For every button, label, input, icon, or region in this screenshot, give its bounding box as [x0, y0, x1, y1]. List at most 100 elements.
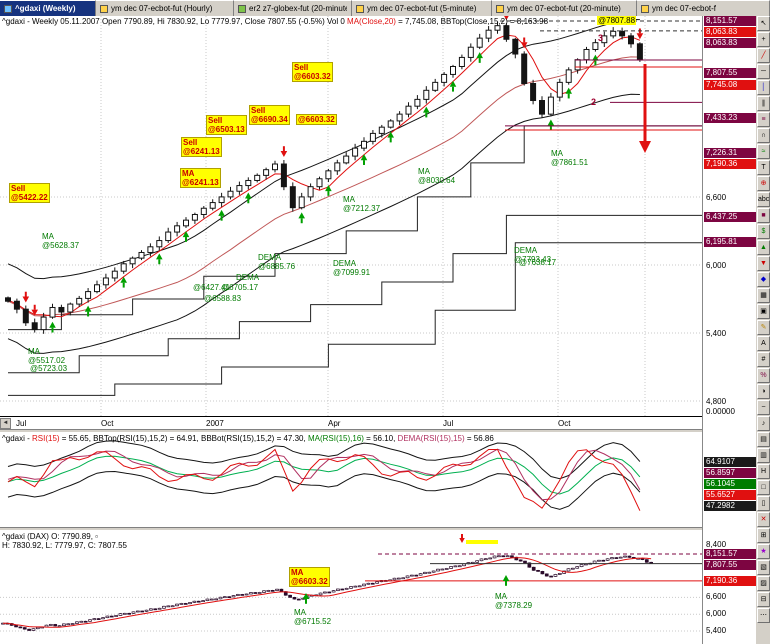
chart-tab-icon [496, 4, 504, 13]
color-swatch-icon[interactable]: ■ [757, 208, 770, 223]
y-axis-tick: 5,400 [706, 329, 727, 338]
y-axis-tick: 6,000 [706, 261, 727, 270]
chart-tab-label: ^gdaxi (Weekly) [15, 4, 76, 13]
bottom-price-label: 7,807.55 [704, 560, 756, 570]
chart-tab-bar: ^gdaxi (Weekly) ym dec 07-ecbot-fut (Hour… [0, 0, 770, 16]
bottom-price-label: 6,000 [706, 609, 727, 618]
price-level-label: 8,151.57 [704, 16, 756, 26]
y-axis-tick: 4,800 [706, 397, 727, 406]
time-axis-label: Oct [101, 419, 114, 428]
minus-box-tool-icon[interactable]: ⊟ [757, 592, 770, 607]
price-level-label: 8,063.83 [704, 38, 756, 48]
panel-separator-1[interactable] [0, 429, 755, 433]
percent-tool-icon[interactable]: % [757, 368, 770, 383]
axis-scroll-button[interactable]: ◄ [0, 418, 11, 429]
chart-tab-label: ym dec 07-ecbot-fut (20-minute) [507, 4, 621, 13]
contrast-tool-icon[interactable]: ◑ [757, 384, 770, 399]
abc-label-tool-icon[interactable]: abc [757, 192, 770, 207]
price-level-label: 6,437.25 [704, 212, 756, 222]
bottom-chart-canvas[interactable] [0, 531, 702, 644]
chart-tab-4[interactable]: ym dec 07-ecbot-fut (5-minute) [352, 0, 492, 16]
smooth-tool-icon[interactable]: ~ [757, 400, 770, 415]
target-tool-icon[interactable]: ⊕ [757, 176, 770, 191]
rsi-value-label: 64.9107 [704, 457, 756, 467]
chart-tab-icon [641, 4, 649, 13]
bottom-price-label: 8,151.57 [704, 549, 756, 559]
arc-tool-icon[interactable]: ∩ [757, 128, 770, 143]
time-axis-label: Oct [558, 419, 571, 428]
delete-tool-icon[interactable]: ✕ [757, 512, 770, 527]
dollar-tool-icon[interactable]: $ [757, 224, 770, 239]
letter-tool-icon[interactable]: A [757, 336, 770, 351]
rsi-value-label: 47.2982 [704, 501, 756, 511]
chart-tab-icon [100, 4, 108, 13]
chart-area: ^gdaxi - Weekly 05.11.2007 Open 7790.89,… [0, 16, 756, 644]
sell-marker-tool-icon[interactable]: ▼ [757, 256, 770, 271]
columns-tool-icon[interactable]: ▥ [757, 448, 770, 463]
bottom-price-label: 5,400 [706, 626, 727, 635]
diamond-marker-tool-icon[interactable]: ◆ [757, 272, 770, 287]
chart-tab-label: ym dec 07-ecbot-f [652, 4, 717, 13]
chart-tab-2[interactable]: ym dec 07-ecbot-fut (Hourly) [96, 0, 234, 16]
chart-tab-3[interactable]: er2 z7-globex-fut (20-minute) [234, 0, 352, 16]
vertical-line-tool-icon[interactable]: │ [757, 80, 770, 95]
rsi-panel-canvas[interactable] [0, 433, 702, 527]
chart-tab-label: ym dec 07-ecbot-fut (Hourly) [111, 4, 213, 13]
chart-tab-icon [356, 4, 364, 13]
alert-sound-tool-icon[interactable]: ♪ [757, 416, 770, 431]
pointer-tool-icon[interactable]: ↖ [757, 16, 770, 31]
bottom-price-label: 8,400 [706, 540, 727, 549]
window-tool-icon[interactable]: ⊞ [757, 528, 770, 543]
grid-tool-icon[interactable]: ▦ [757, 288, 770, 303]
horizontal-line-tool-icon[interactable]: ─ [757, 64, 770, 79]
time-axis-label: 2007 [206, 419, 224, 428]
price-axis-column: 8,151.57 8,063.83 8,063.83 7,807.55 7,745.08… [702, 16, 756, 644]
text-tool-icon[interactable]: T [757, 160, 770, 175]
trendline-tool-icon[interactable]: ╱ [757, 48, 770, 63]
rows-tool-icon[interactable]: ▤ [757, 432, 770, 447]
hatch-tool-icon[interactable]: ▧ [757, 560, 770, 575]
hatch2-tool-icon[interactable]: ▨ [757, 576, 770, 591]
chart-tab-label: ym dec 07-ecbot-fut (5-minute) [367, 4, 477, 13]
chart-tab-icon [238, 4, 246, 13]
rectangle-tool-icon[interactable]: ▯ [757, 496, 770, 511]
time-axis-label: Jul [16, 419, 27, 428]
bottom-price-label: 6,600 [706, 592, 727, 601]
chart-tab-1[interactable]: ^gdaxi (Weekly) [0, 0, 96, 16]
snapshot-tool-icon[interactable]: ▣ [757, 304, 770, 319]
price-level-label: 6,195.81 [704, 237, 756, 247]
price-level-label: 8,063.83 [704, 27, 756, 37]
rsi-value-label: 56.1045 [704, 479, 756, 489]
price-level-label: 7,807.55 [704, 68, 756, 78]
price-level-label: 7,745.08 [704, 80, 756, 90]
number-tool-icon[interactable]: # [757, 352, 770, 367]
time-axis-label: Apr [328, 419, 341, 428]
buy-marker-tool-icon[interactable]: ▲ [757, 240, 770, 255]
chart-tab-5[interactable]: ym dec 07-ecbot-fut (20-minute) [492, 0, 637, 16]
main-price-chart-canvas[interactable] [0, 16, 702, 416]
price-level-label: 7,226.31 [704, 148, 756, 158]
star-tool-icon[interactable]: ★ [757, 544, 770, 559]
crosshair-tool-icon[interactable]: + [757, 32, 770, 47]
main-time-axis: Jul Oct 2007 Apr Jul Oct ◄ [0, 416, 702, 430]
drawing-toolbar: ↖ + ╱ ─ │ ∥ ≡ ∩ ≈ T ⊕ abc ■ $ ▲ ▼ ◆ ▦ ▣ ✎ A #% ◑ ~ ♪ ▤ ▥ H □ ▯ ✕ ⊞ ★ ▧ ▨ ⊟ ⋯ [755, 16, 770, 644]
square-tool-icon[interactable]: □ [757, 480, 770, 495]
time-axis-label: Jul [443, 419, 454, 428]
pencil-tool-icon[interactable]: ✎ [757, 320, 770, 335]
y-axis-tick: 0.00000 [706, 407, 735, 416]
more-tools-icon[interactable]: ⋯ [757, 608, 770, 623]
price-level-label: 7,190.36 [704, 159, 756, 169]
rsi-value-label: 56.8597 [704, 468, 756, 478]
chart-tab-6[interactable]: ym dec 07-ecbot-f [637, 0, 770, 16]
levels-tool-icon[interactable]: H [757, 464, 770, 479]
price-level-label: 7,433.23 [704, 113, 756, 123]
parallel-lines-tool-icon[interactable]: ∥ [757, 96, 770, 111]
chart-tab-label: er2 z7-globex-fut (20-minute) [249, 4, 347, 13]
y-axis-tick: 6,600 [706, 193, 727, 202]
fibonacci-tool-icon[interactable]: ≡ [757, 112, 770, 127]
panel-separator-2[interactable] [0, 527, 755, 531]
rsi-value-label: 55.6527 [704, 490, 756, 500]
chart-tab-icon [4, 4, 12, 13]
wave-tool-icon[interactable]: ≈ [757, 144, 770, 159]
